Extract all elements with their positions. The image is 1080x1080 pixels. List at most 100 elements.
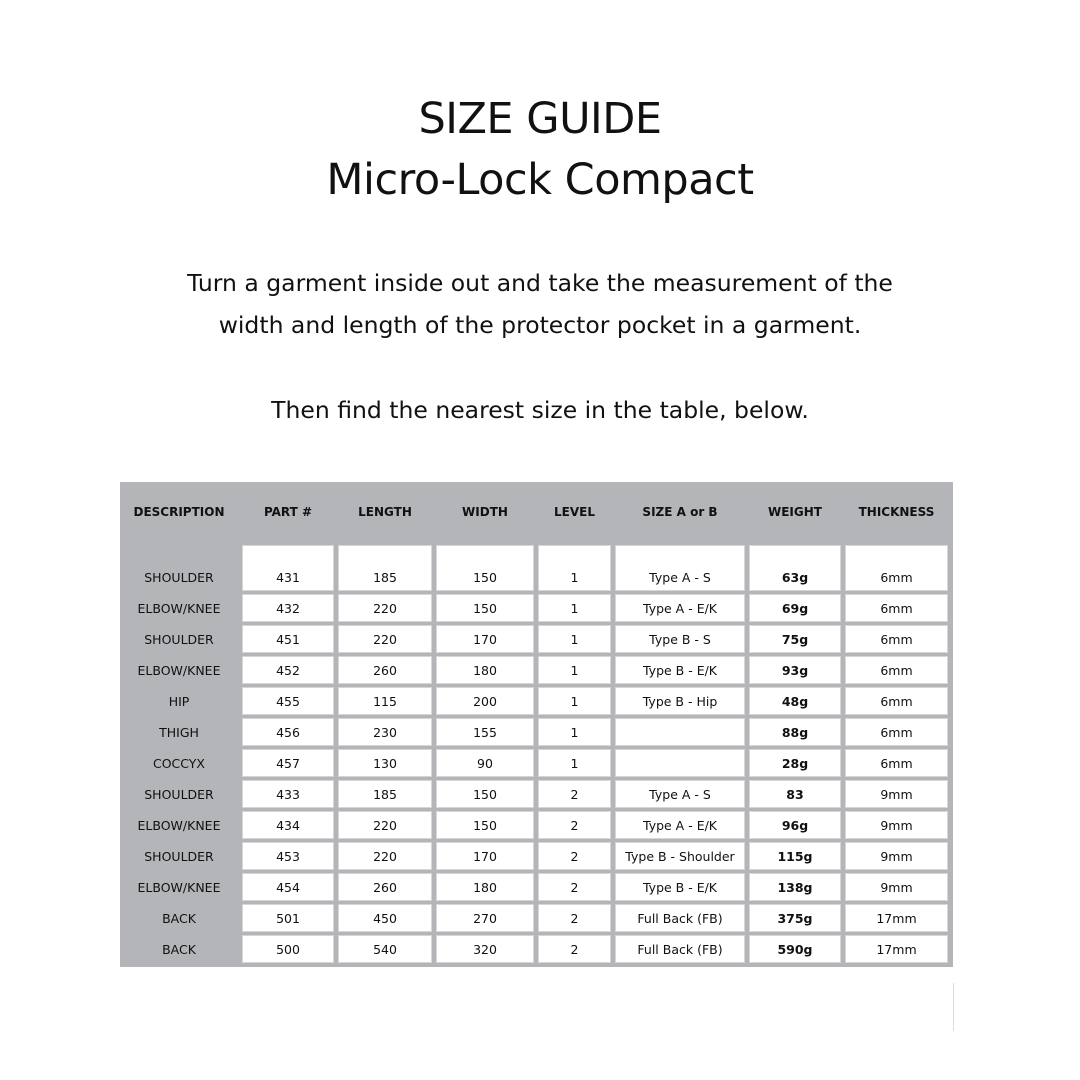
table-cell: 1 — [538, 594, 611, 622]
table-cell: 456 — [242, 718, 334, 746]
table-cell: 200 — [436, 687, 534, 715]
table-cell: 230 — [338, 718, 432, 746]
row-description: SHOULDER — [144, 631, 214, 647]
row-description: SHOULDER — [144, 786, 214, 802]
table-cell: 452 — [242, 656, 334, 684]
row-description: COCCYX — [152, 755, 205, 771]
instruction-line: Then find the nearest size in the table,… — [271, 396, 809, 424]
table-cell: 9mm — [845, 780, 948, 808]
table-cell: Type B - E/K — [615, 873, 745, 901]
table-cell: 6mm — [845, 687, 948, 715]
product-name: Micro-Lock Compact — [326, 155, 754, 205]
table-cell: 457 — [242, 749, 334, 777]
column-header: WEIGHT — [768, 505, 822, 519]
table-cell: 93g — [749, 656, 841, 684]
table-cell: 2 — [538, 811, 611, 839]
table-cell: 83 — [749, 780, 841, 808]
table-cell: 431 — [242, 545, 334, 591]
instruction-line: Turn a garment inside out and take the m… — [187, 269, 893, 297]
table-cell: 150 — [436, 594, 534, 622]
table-cell: 375g — [749, 904, 841, 932]
table-cell: 1 — [538, 625, 611, 653]
table-cell: 220 — [338, 811, 432, 839]
table-cell: 260 — [338, 873, 432, 901]
table-cell: Type B - Shoulder — [615, 842, 745, 870]
table-cell: 220 — [338, 594, 432, 622]
table-cell: 150 — [436, 780, 534, 808]
row-description: ELBOW/KNEE — [137, 817, 221, 833]
column-header: SIZE A or B — [642, 505, 718, 519]
table-cell: 170 — [436, 842, 534, 870]
table-cell: 6mm — [845, 625, 948, 653]
table-cell: Type B - Hip — [615, 687, 745, 715]
table-cell: 1 — [538, 749, 611, 777]
table-cell: 320 — [436, 935, 534, 963]
table-cell: 1 — [538, 545, 611, 591]
row-description: THIGH — [159, 724, 199, 740]
divider — [953, 983, 954, 1031]
row-description: BACK — [162, 910, 196, 926]
table-cell: 63g — [749, 545, 841, 591]
table-cell: Type B - E/K — [615, 656, 745, 684]
table-cell: 17mm — [845, 935, 948, 963]
table-cell: 75g — [749, 625, 841, 653]
column-header: WIDTH — [462, 505, 508, 519]
size-table: DESCRIPTION PART # LENGTH WIDTH LEVEL SIZE A … — [120, 482, 953, 967]
table-cell: 2 — [538, 935, 611, 963]
page-title: SIZE GUIDE — [418, 94, 662, 144]
row-description: HIP — [168, 693, 190, 709]
row-description: SHOULDER — [144, 570, 214, 585]
row-description: ELBOW/KNEE — [137, 662, 221, 678]
table-cell: 69g — [749, 594, 841, 622]
table-cell: 1 — [538, 687, 611, 715]
table-cell: 453 — [242, 842, 334, 870]
table-cell: 2 — [538, 873, 611, 901]
table-cell: 180 — [436, 656, 534, 684]
table-cell: 88g — [749, 718, 841, 746]
table-cell: 6mm — [845, 545, 948, 591]
table-cell — [615, 749, 745, 777]
table-cell: 455 — [242, 687, 334, 715]
table-cell: 270 — [436, 904, 534, 932]
table-cell: 434 — [242, 811, 334, 839]
table-cell: 90 — [436, 749, 534, 777]
table-cell: Type B - S — [615, 625, 745, 653]
table-cell: 260 — [338, 656, 432, 684]
column-header: LENGTH — [358, 505, 412, 519]
table-cell: 9mm — [845, 811, 948, 839]
table-cell: 150 — [436, 811, 534, 839]
table-cell: 2 — [538, 780, 611, 808]
table-cell: Type A - E/K — [615, 594, 745, 622]
table-cell: 220 — [338, 625, 432, 653]
table-cell: 9mm — [845, 842, 948, 870]
column-header: PART # — [263, 505, 313, 519]
table-cell: 96g — [749, 811, 841, 839]
table-cell: 9mm — [845, 873, 948, 901]
table-cell: 590g — [749, 935, 841, 963]
table-cell: 155 — [436, 718, 534, 746]
table-cell: 6mm — [845, 718, 948, 746]
table-cell: 432 — [242, 594, 334, 622]
table-cell: 6mm — [845, 749, 948, 777]
table-cell: 6mm — [845, 594, 948, 622]
table-cell: 450 — [338, 904, 432, 932]
column-header: THICKNESS — [858, 505, 935, 519]
table-cell: 1 — [538, 718, 611, 746]
table-cell: 17mm — [845, 904, 948, 932]
table-cell: 48g — [749, 687, 841, 715]
table-cell: 2 — [538, 842, 611, 870]
table-cell: 185 — [338, 780, 432, 808]
table-cell: Full Back (FB) — [615, 935, 745, 963]
table-cell: 138g — [749, 873, 841, 901]
table-cell: 220 — [338, 842, 432, 870]
table-cell: 540 — [338, 935, 432, 963]
table-cell: 150 — [436, 545, 534, 591]
instruction-line: width and length of the protector pocket… — [218, 311, 862, 339]
row-description: BACK — [162, 941, 196, 957]
row-description: ELBOW/KNEE — [137, 879, 221, 895]
table-cell: 180 — [436, 873, 534, 901]
table-cell: 2 — [538, 904, 611, 932]
table-cell: 6mm — [845, 656, 948, 684]
row-description: ELBOW/KNEE — [137, 600, 221, 616]
table-cell: Type A - E/K — [615, 811, 745, 839]
